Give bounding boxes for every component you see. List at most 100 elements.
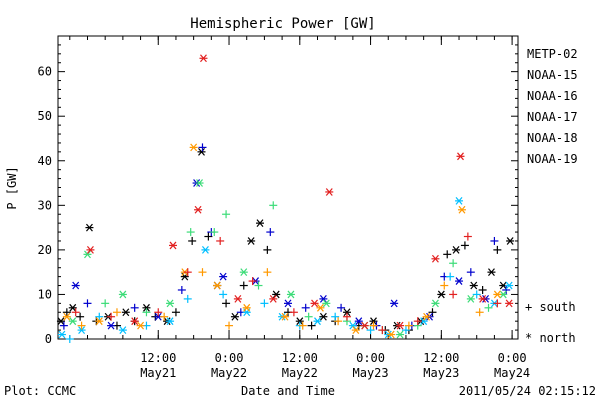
marker-legend-entry: + south (525, 300, 576, 314)
data-point-south (401, 326, 410, 335)
data-point-north (348, 321, 357, 330)
y-tick-label: 40 (38, 154, 52, 168)
data-point-south (216, 236, 225, 245)
data-point-south (463, 232, 472, 241)
data-point-north (505, 281, 514, 290)
data-point-north (95, 317, 104, 326)
data-point-north (286, 290, 295, 299)
data-point-north (85, 223, 94, 232)
data-point-south (446, 272, 455, 281)
data-point-north (469, 281, 478, 290)
legend-entry: NOAA-16 (527, 89, 578, 103)
data-point-north (86, 245, 95, 254)
data-point-north (316, 303, 325, 312)
data-point-south (428, 308, 437, 317)
data-point-south (289, 308, 298, 317)
data-point-south (177, 285, 186, 294)
data-point-north (396, 321, 405, 330)
data-point-south (337, 303, 346, 312)
data-point-south (331, 312, 340, 321)
data-point-north (68, 317, 77, 326)
data-point-south (83, 299, 92, 308)
data-point-north (62, 312, 71, 321)
data-point-south (460, 241, 469, 250)
x-tick-label-date: May23 (423, 366, 459, 380)
data-point-north (121, 308, 130, 317)
data-point-south (266, 228, 275, 237)
data-point-south (142, 308, 151, 317)
data-point-north (466, 295, 475, 303)
data-point-north (322, 299, 331, 308)
data-point-north (387, 330, 396, 339)
data-point-south (171, 308, 180, 317)
data-point-north (83, 250, 92, 259)
data-point-north (230, 312, 239, 321)
data-points (56, 54, 515, 343)
data-point-north (422, 312, 431, 321)
data-point-south (502, 285, 511, 294)
data-point-south (413, 317, 422, 326)
data-point-north (213, 281, 222, 290)
data-point-north (166, 317, 175, 326)
data-point-north (295, 317, 304, 326)
data-point-north (455, 196, 464, 205)
data-point-south (478, 285, 487, 294)
data-point-north (369, 317, 378, 326)
data-point-south (71, 308, 80, 317)
data-point-north (354, 317, 363, 326)
data-point-north (319, 295, 328, 303)
data-point-north (437, 290, 446, 299)
data-point-south (112, 308, 121, 317)
data-point-north (390, 299, 399, 308)
data-point-north (360, 321, 369, 330)
data-point-south (443, 250, 452, 259)
data-point-south (65, 335, 74, 343)
data-point-north (310, 299, 319, 308)
data-point-south (298, 321, 307, 330)
data-point-north (452, 245, 461, 254)
data-point-north (506, 237, 515, 245)
data-point-south (369, 321, 378, 330)
data-point-south (107, 312, 116, 321)
data-point-south (210, 228, 219, 237)
data-point-north (493, 290, 502, 299)
data-point-south (263, 245, 272, 254)
data-point-south (188, 236, 197, 245)
data-point-north (269, 295, 278, 303)
data-point-north (130, 317, 139, 326)
data-point-north (456, 152, 465, 161)
data-point-north (194, 205, 203, 214)
data-point-south (77, 321, 86, 330)
data-point-south (449, 259, 458, 268)
data-point-south (248, 277, 257, 286)
data-point-south (334, 317, 343, 326)
x-tick-label-date: May22 (211, 366, 247, 380)
marker-legend-entry: * north (525, 331, 576, 345)
data-point-south (342, 312, 351, 321)
data-point-north (457, 205, 466, 214)
data-point-north (195, 179, 204, 187)
data-point-north (142, 303, 151, 312)
data-point-north (77, 326, 86, 334)
data-point-north (455, 277, 464, 285)
data-point-north (319, 312, 328, 321)
data-point-north (199, 54, 208, 63)
x-tick-label-time: 12:00 (282, 351, 318, 365)
data-point-south (466, 268, 475, 277)
x-tick-label-date: May22 (282, 366, 318, 380)
data-point-north (281, 312, 290, 321)
data-point-south (222, 210, 231, 219)
data-point-south (304, 312, 313, 321)
data-point-south (449, 290, 458, 299)
data-point-south (198, 143, 207, 152)
data-point-north (239, 268, 248, 277)
x-axis: 12:00May210:00May2212:00May220:00May2312… (69, 36, 530, 380)
data-point-north (219, 272, 228, 281)
data-point-south (260, 299, 269, 308)
data-point-south (183, 268, 192, 277)
data-point-south (493, 299, 502, 308)
data-point-south (130, 303, 139, 312)
plot-credit: Plot: CCMC (4, 384, 76, 398)
data-point-north (242, 308, 251, 317)
